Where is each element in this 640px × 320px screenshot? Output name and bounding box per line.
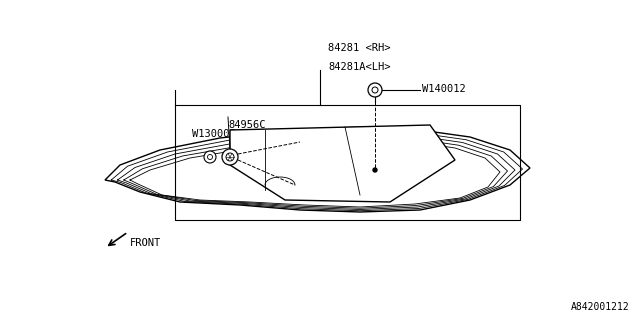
Text: W130007: W130007 — [192, 129, 236, 139]
Text: 84281 <RH>: 84281 <RH> — [328, 43, 390, 53]
Text: 84956C: 84956C — [228, 120, 266, 130]
Polygon shape — [230, 125, 455, 202]
Text: W140012: W140012 — [422, 84, 466, 94]
Circle shape — [222, 149, 238, 165]
Circle shape — [368, 83, 382, 97]
Text: A842001212: A842001212 — [572, 302, 630, 312]
Circle shape — [373, 168, 377, 172]
Text: 84281A<LH>: 84281A<LH> — [328, 62, 390, 72]
Text: FRONT: FRONT — [130, 238, 161, 248]
Circle shape — [204, 151, 216, 163]
Polygon shape — [105, 127, 530, 212]
